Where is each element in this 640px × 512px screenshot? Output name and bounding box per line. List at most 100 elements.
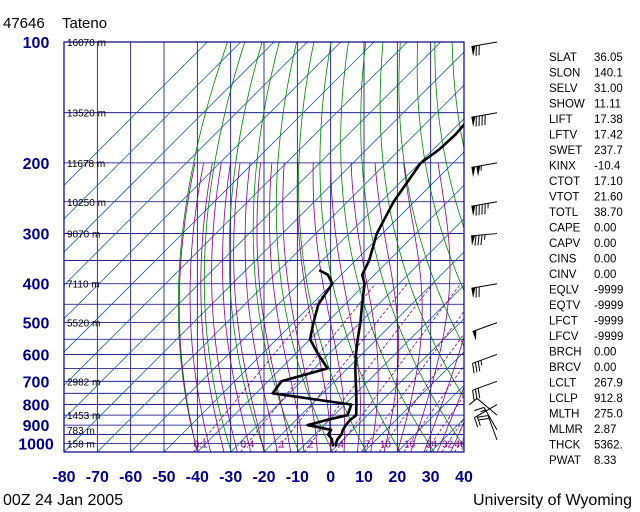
index-value: 912.8	[594, 393, 623, 405]
dry-adiabat	[298, 42, 367, 452]
temperature-tick-label: -20	[252, 469, 275, 486]
index-value: 0.00	[594, 269, 616, 281]
isotherm-line	[64, 42, 441, 420]
mixing-ratio-label: 16	[404, 439, 416, 450]
index-name: SHOW	[549, 99, 585, 111]
height-label: 2982 m	[67, 377, 100, 388]
isotherm-line	[330, 318, 464, 452]
pressure-tick-label: 700	[23, 374, 50, 391]
index-name: MLMR	[549, 424, 583, 436]
dry-adiabat	[360, 42, 464, 448]
isotherm-line	[64, 42, 408, 386]
index-name: LFTV	[549, 130, 577, 142]
temperature-tick-label: -80	[52, 469, 75, 486]
pressure-tick-label: 1000	[18, 436, 54, 453]
index-value: 21.60	[594, 192, 623, 204]
isotherm-line	[163, 151, 464, 452]
height-label: 783 m	[67, 426, 95, 437]
index-value: 38.70	[594, 207, 623, 219]
index-value: 2.87	[594, 424, 616, 436]
temperature-tick-label: -60	[119, 469, 142, 486]
pressure-tick-label: 100	[23, 35, 50, 52]
temperature-tick-label: 40	[455, 469, 473, 486]
isotherm-line	[297, 284, 464, 452]
dry-adiabat	[340, 42, 435, 452]
temperature-tick-label: 20	[388, 469, 406, 486]
wind-barb	[471, 162, 498, 178]
wind-barb	[474, 406, 498, 431]
index-value: 267.9	[594, 378, 623, 390]
station-id: 47646	[3, 15, 45, 32]
pressure-tick-label: 300	[23, 227, 50, 244]
moist-adiabat	[423, 335, 464, 452]
wind-barb	[471, 201, 498, 217]
height-label: 158 m	[67, 439, 95, 450]
index-name: BRCH	[549, 347, 582, 359]
index-value: 0.00	[594, 347, 616, 359]
index-name: LCLT	[549, 378, 576, 390]
indices-table: SLAT 36.05 SLON 140.1 SELV 31.00 SHOW 11.11 LIFT…	[549, 52, 623, 467]
index-value: 31.00	[594, 83, 623, 95]
moist-adiabat	[233, 162, 265, 452]
moist-adiabat	[350, 162, 379, 452]
mixing-ratio-line	[403, 364, 464, 452]
moist-adiabat	[178, 162, 198, 452]
height-label: 9070 m	[67, 230, 100, 241]
index-name: SLON	[549, 68, 580, 80]
index-value: 8.33	[594, 455, 616, 467]
mixing-ratio-line	[240, 283, 376, 452]
index-value: 36.05	[594, 52, 623, 64]
index-value: 0.00	[594, 362, 616, 374]
index-value: 5362.	[594, 440, 623, 452]
index-name: SLAT	[549, 52, 577, 64]
dry-adiabat	[228, 42, 266, 452]
pressure-tick-label: 800	[23, 398, 50, 415]
temperature-tick-label: 10	[355, 469, 373, 486]
index-value: -9999	[594, 285, 623, 297]
index-name: CINS	[549, 254, 577, 266]
wind-barb	[471, 283, 498, 299]
moist-adiabat	[222, 162, 252, 452]
index-value: 17.38	[594, 114, 623, 126]
index-value: 17.42	[594, 130, 623, 142]
temperature-tick-label: -40	[186, 469, 209, 486]
wind-barb	[477, 415, 498, 441]
temperature-tick-label: -30	[219, 469, 242, 486]
station-name: Tateno	[62, 15, 107, 32]
temperature-tick-label: 0	[326, 469, 335, 486]
dry-adiabat	[319, 42, 401, 452]
index-name: SELV	[549, 83, 578, 95]
temperature-tick-label: 30	[422, 469, 440, 486]
mixing-ratio-line	[334, 283, 462, 452]
grid: 0.1 0.4 1 2 4 7 10 16 24 32 40g/kg	[64, 42, 464, 452]
height-label: 13520 m	[67, 109, 106, 120]
isotherm-line	[64, 51, 464, 452]
dry-adiabat	[416, 42, 464, 292]
pressure-tick-label: 500	[23, 316, 50, 333]
wind-barbs	[468, 41, 498, 441]
index-name: LIFT	[549, 114, 573, 126]
index-value: 11.11	[594, 99, 621, 111]
dry-adiabat	[275, 42, 334, 452]
footer-time: 00Z 24 Jan 2005	[3, 492, 123, 509]
isotherm-line	[97, 84, 464, 452]
isotherm-line	[263, 251, 464, 452]
moist-adiabat	[200, 162, 225, 452]
moist-adiabat	[189, 162, 212, 452]
wind-barb	[468, 398, 498, 416]
index-value: -9999	[594, 300, 623, 312]
index-value: 275.0	[594, 409, 623, 421]
moist-adiabat	[296, 162, 332, 452]
pressure-tick-label: 400	[23, 277, 50, 294]
index-name: SWET	[549, 145, 582, 157]
isotherm-line	[64, 42, 208, 186]
dry-adiabat	[252, 42, 300, 452]
wind-barb	[472, 353, 498, 374]
temperature-tick-label: -50	[152, 469, 175, 486]
plot-frame	[63, 41, 465, 453]
isotherm-line	[64, 42, 375, 353]
moist-adiabat	[410, 162, 451, 452]
dry-adiabat	[203, 42, 246, 452]
